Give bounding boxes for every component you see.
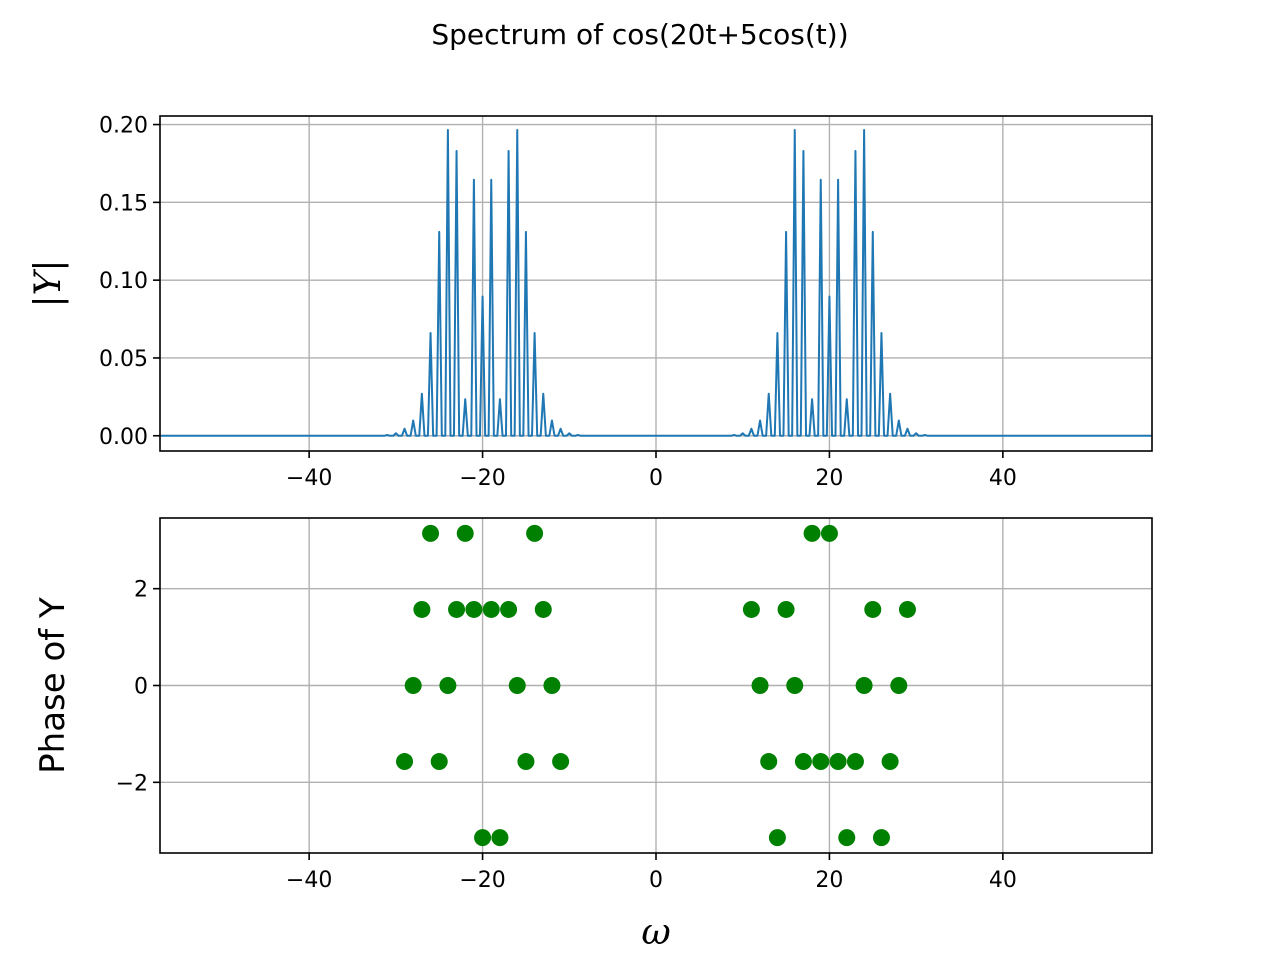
magnitude-x-ticks: −40 −20 0 20 40 (286, 451, 1017, 491)
magnitude-series-line (160, 129, 1152, 437)
x-tick-label: 40 (989, 868, 1017, 893)
phase-point (534, 600, 552, 618)
y-tick-label: 2 (134, 578, 148, 603)
figure-title: Spectrum of cos(20t+5cos(t)) (431, 18, 848, 51)
phase-point (543, 677, 561, 694)
y-tick-label: 0 (134, 675, 148, 700)
phase-point (777, 600, 795, 618)
phase-y-ticks: −2 0 2 (116, 578, 160, 796)
x-tick-label: 20 (815, 868, 843, 893)
x-tick-label: −20 (459, 868, 505, 893)
phase-point (890, 677, 908, 694)
phase-point (404, 677, 422, 694)
phase-point (552, 753, 570, 771)
y-tick-label: 0.15 (99, 191, 148, 216)
y-tick-label: 0.20 (99, 114, 148, 139)
magnitude-y-axis-label: |Y| (28, 259, 69, 307)
phase-point (482, 600, 500, 618)
y-tick-label: −2 (116, 771, 148, 796)
phase-point (812, 753, 830, 771)
phase-point (820, 524, 838, 542)
phase-point (881, 753, 899, 771)
y-tick-label: 0.00 (99, 425, 148, 450)
phase-point (898, 600, 916, 618)
phase-point (742, 600, 760, 618)
x-tick-label: −20 (459, 466, 505, 491)
phase-point (439, 677, 457, 694)
phase-point (517, 753, 535, 771)
phase-point (448, 600, 466, 618)
magnitude-grid (160, 116, 1152, 451)
x-tick-label: 20 (815, 466, 843, 491)
phase-point (422, 524, 440, 542)
phase-point (465, 600, 483, 618)
x-tick-label: 0 (649, 868, 663, 893)
y-tick-label: 0.05 (99, 347, 148, 372)
phase-point (413, 600, 431, 618)
phase-point (855, 677, 873, 694)
magnitude-plot: −40 −20 0 20 40 0.00 0.05 0.10 0.15 0.20 |Y| (28, 114, 1153, 491)
x-tick-label: 0 (649, 466, 663, 491)
phase-x-axis-label: ω (641, 912, 670, 953)
phase-y-axis-label: Phase of Y (33, 597, 73, 774)
x-tick-label: −40 (286, 466, 332, 491)
phase-point (872, 829, 890, 847)
phase-point (846, 753, 864, 771)
phase-x-ticks: −40 −20 0 20 40 (286, 853, 1017, 893)
phase-point (760, 753, 778, 771)
phase-point (751, 677, 769, 694)
magnitude-y-ticks: 0.00 0.05 0.10 0.15 0.20 (99, 114, 160, 450)
phase-point (474, 829, 492, 847)
magnitude-line (160, 129, 1152, 437)
phase-point (430, 753, 448, 771)
phase-point (829, 753, 847, 771)
y-tick-label: 0.10 (99, 269, 148, 294)
phase-point (396, 753, 414, 771)
phase-point (768, 829, 786, 847)
phase-point (508, 677, 526, 694)
phase-point (838, 829, 856, 847)
phase-point (526, 524, 544, 542)
phase-point (794, 753, 812, 771)
phase-point (500, 600, 518, 618)
phase-point (786, 677, 804, 694)
phase-plot: −40 −20 0 20 40 −202 Phase of Y ω (33, 517, 1153, 953)
phase-grid (160, 518, 1152, 853)
phase-point (491, 829, 509, 847)
phase-point (864, 600, 882, 618)
x-tick-label: 40 (989, 466, 1017, 491)
phase-point (803, 524, 821, 542)
phase-points (396, 524, 916, 847)
phase-point (456, 524, 474, 542)
x-tick-label: −40 (286, 868, 332, 893)
